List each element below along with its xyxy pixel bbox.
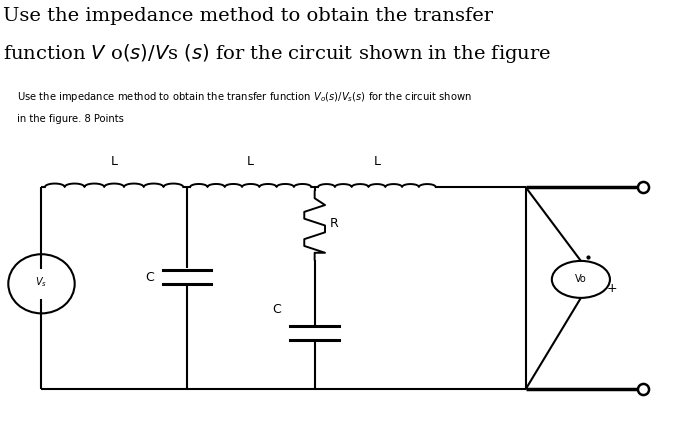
- Text: L: L: [373, 154, 380, 168]
- Text: C: C: [273, 303, 281, 315]
- Text: Vo: Vo: [575, 275, 587, 284]
- Text: R: R: [330, 217, 339, 230]
- Text: Use the impedance method to obtain the transfer: Use the impedance method to obtain the t…: [4, 7, 493, 25]
- Text: L: L: [247, 154, 254, 168]
- Text: function $\mathit{V}$ o$(s)/\mathit{V}$s $(s)$ for the circuit shown in the figu: function $\mathit{V}$ o$(s)/\mathit{V}$s…: [4, 42, 552, 65]
- Text: $V_s$: $V_s$: [36, 275, 48, 289]
- Text: C: C: [145, 271, 153, 284]
- Text: +: +: [607, 282, 617, 295]
- Text: in the figure. 8 Points: in the figure. 8 Points: [18, 114, 124, 125]
- Text: Use the impedance method to obtain the transfer function $V_o(s)/V_s(s)$ for the: Use the impedance method to obtain the t…: [18, 90, 472, 104]
- Text: L: L: [111, 154, 118, 168]
